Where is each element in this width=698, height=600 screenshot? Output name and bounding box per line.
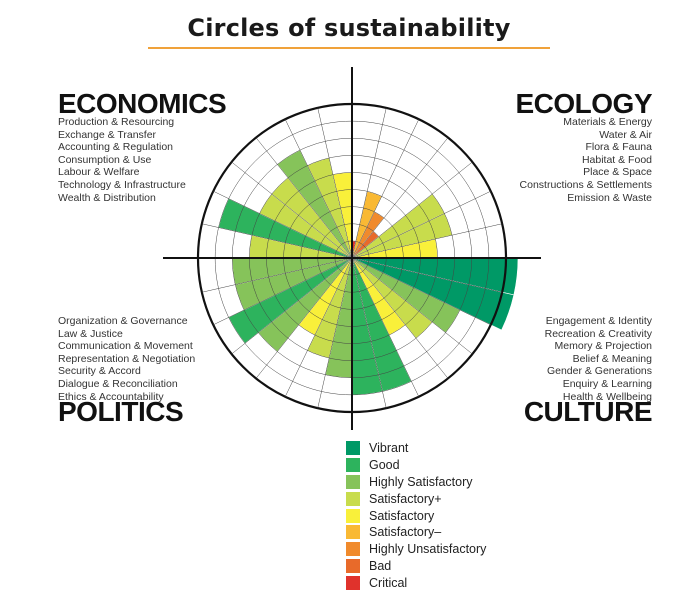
ecology-indicator-3: Flora & Fauna (585, 141, 652, 154)
grid-spoke (213, 190, 353, 259)
legend: Vibrant Good Highly Satisfactory Satisfacto… (346, 440, 486, 591)
legend-swatch (346, 525, 360, 540)
grid-spoke (255, 257, 353, 379)
politics-indicator-5: Security & Accord (58, 365, 141, 378)
ecology-indicator-4: Habitat & Food (581, 153, 652, 166)
politics-indicator-6: Dialogue & Reconciliation (58, 377, 178, 390)
politics-indicator-1: Organization & Governance (58, 315, 188, 327)
politics-indicator-2: Law & Justice (58, 327, 123, 340)
grid-spoke (231, 257, 353, 355)
economics-indicator-list: Production & Resourcing Exchange & Transf… (58, 116, 186, 204)
ecology-indicator-1: Materials & Energy (563, 116, 652, 128)
legend-swatch (346, 458, 360, 473)
politics-title: POLITICS (58, 396, 184, 427)
economics-indicator-7: Wealth & Distribution (58, 191, 156, 204)
grid-spoke (351, 161, 473, 259)
culture-indicator-2: Recreation & Creativity (544, 327, 652, 340)
politics-indicator-4: Representation & Negotiation (58, 352, 196, 365)
economics-indicator-3: Accounting & Regulation (58, 141, 173, 154)
diagram-title: Circles of sustainability (187, 14, 511, 42)
legend-label: Satisfactory (369, 508, 435, 523)
legend-item: Good (346, 457, 486, 474)
grid-spoke (213, 257, 353, 326)
ecology-indicator-7: Emission & Waste (567, 191, 652, 204)
economics-indicator-2: Exchange & Transfer (58, 128, 157, 141)
grid-spoke (351, 257, 491, 326)
legend-item: Satisfactory+ (346, 490, 486, 507)
legend-label: Critical (369, 575, 408, 590)
legend-swatch (346, 441, 360, 456)
politics-indicator-7: Ethics & Accountability (58, 390, 164, 403)
legend-swatch (346, 508, 360, 523)
grid-spoke (317, 257, 353, 409)
culture-indicator-1: Engagement & Identity (545, 315, 652, 327)
economics-indicator-5: Labour & Welfare (58, 166, 140, 179)
grid-spoke (351, 119, 420, 259)
legend-item: Bad (346, 558, 486, 575)
culture-indicator-5: Gender & Generations (546, 365, 652, 378)
legend-swatch (346, 491, 360, 506)
culture-indicator-4: Belief & Meaning (572, 352, 652, 365)
legend-swatch (346, 542, 360, 557)
legend-label: Satisfactory+ (369, 491, 442, 506)
culture-title: CULTURE (523, 396, 653, 427)
ecology-indicator-list: Materials & Energy Water & Air Flora & Fau… (520, 116, 652, 204)
grid-spoke (351, 257, 503, 293)
grid-spoke (351, 190, 491, 259)
culture-indicator-7: Health & Wellbeing (562, 390, 652, 403)
grid-spoke (231, 161, 353, 259)
culture-wedge (351, 257, 515, 331)
ecology-title: ECOLOGY (515, 88, 652, 119)
legend-label: Vibrant (369, 441, 409, 456)
grid-spoke (317, 107, 353, 259)
grid-spoke (201, 223, 353, 259)
title-underline (148, 47, 550, 49)
grid-spoke (351, 223, 503, 259)
grid-spoke (284, 119, 353, 259)
legend-item: Highly Satisfactory (346, 474, 486, 491)
grid-spoke (351, 257, 449, 379)
ecology-indicator-2: Water & Air (599, 128, 652, 141)
grid-spoke (351, 257, 473, 355)
culture-indicator-3: Memory & Projection (554, 340, 652, 353)
economics-indicator-6: Technology & Infrastructure (58, 178, 186, 191)
culture-indicator-6: Enquiry & Learning (562, 377, 652, 390)
grid-spoke (351, 137, 449, 259)
ecology-indicator-6: Constructions & Settlements (519, 178, 652, 191)
politics-indicator-3: Communication & Movement (58, 340, 193, 353)
grid-spoke (201, 257, 353, 293)
ecology-indicator-5: Place & Space (583, 166, 652, 179)
legend-item: Satisfactory (346, 507, 486, 524)
grid-spoke (351, 257, 387, 409)
wedge-group (218, 149, 519, 396)
grid-spoke (351, 107, 387, 259)
legend-label: Highly Unsatisfactory (369, 542, 487, 557)
legend-swatch (346, 474, 360, 489)
legend-swatch (346, 558, 360, 573)
politics-indicator-list: Organization & Governance Law & Justice Co… (58, 315, 195, 403)
grid-spoke (284, 257, 353, 397)
economics-indicator-4: Consumption & Use (58, 153, 152, 166)
legend-item: Satisfactory– (346, 524, 486, 541)
legend-item: Highly Unsatisfactory (346, 541, 486, 558)
economics-title: ECONOMICS (58, 88, 227, 119)
legend-item: Vibrant (346, 440, 486, 457)
legend-label: Highly Satisfactory (369, 474, 473, 489)
grid-spoke (255, 137, 353, 259)
legend-label: Good (369, 458, 400, 473)
legend-label: Bad (369, 558, 392, 573)
legend-item: Critical (346, 574, 486, 591)
culture-indicator-list: Engagement & Identity Recreation & Creati… (545, 315, 652, 403)
grid-spoke (351, 257, 420, 397)
legend-label: Satisfactory– (369, 525, 442, 540)
economics-indicator-1: Production & Resourcing (58, 116, 175, 128)
legend-swatch (346, 575, 360, 590)
